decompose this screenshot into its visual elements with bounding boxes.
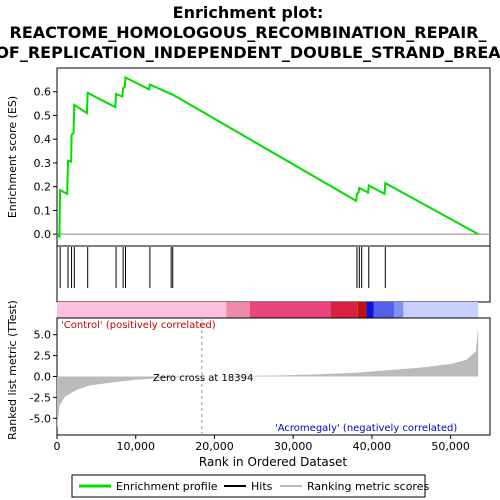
color-bar-segment (373, 302, 394, 318)
metric-y-axis-label: Ranked list metric (TTest) (6, 300, 19, 440)
metric-tick-label: 5.0 (34, 329, 52, 342)
color-bar-segment (57, 302, 227, 318)
color-bar-segment (226, 302, 250, 318)
legend-label-ranking: Ranking metric scores (307, 480, 429, 493)
es-tick-label: 0.3 (34, 157, 52, 170)
metric-tick-label: -2.5 (30, 391, 51, 404)
metric-tick-label: 0.0 (34, 371, 52, 384)
x-tick-label: 30,000 (274, 440, 313, 453)
es-tick-label: 0.4 (34, 133, 52, 146)
enrichment-profile-line (56, 75, 479, 239)
x-tick-label: 20,000 (195, 440, 234, 453)
chart-title-line3: OF_REPLICATION_INDEPENDENT_DOUBLE_STRAND… (0, 43, 500, 62)
x-tick-label: 40,000 (353, 440, 392, 453)
hits-panel-frame (56, 245, 491, 303)
es-tick-label: 0.2 (34, 181, 52, 194)
x-axis-ticks: 0 10,000 20,000 30,000 40,000 50,000 (54, 435, 470, 453)
color-bar-segment (366, 302, 374, 318)
es-axis-ticks: 0.0 0.1 0.2 0.3 0.4 0.5 0.6 (34, 86, 57, 241)
es-tick-label: 0.1 (34, 204, 52, 217)
chart-title-line1: Enrichment plot: (173, 3, 324, 22)
color-bar-segment (403, 302, 479, 318)
ranking-color-bar (57, 302, 479, 318)
x-tick-label: 10,000 (116, 440, 155, 453)
es-tick-label: 0.5 (34, 109, 52, 122)
chart-title-line2: REACTOME_HOMOLOGOUS_RECOMBINATION_REPAIR… (10, 23, 487, 42)
x-axis-label: Rank in Ordered Dataset (199, 455, 347, 469)
metric-tick-label: 2.5 (34, 350, 52, 363)
x-tick-label: 0 (54, 440, 61, 453)
es-tick-label: 0.0 (34, 228, 52, 241)
hits-marks (59, 247, 386, 288)
es-tick-label: 0.6 (34, 86, 52, 99)
legend-box (71, 474, 426, 498)
positive-correlation-label: 'Control' (positively correlated) (61, 320, 216, 331)
ranking-metric-area (57, 326, 479, 430)
x-tick-label: 50,000 (431, 440, 470, 453)
negative-correlation-label: 'Acromegaly' (negatively correlated) (275, 423, 457, 434)
metric-axis-ticks: 5.0 2.5 0.0 -2.5 -5.0 (30, 329, 57, 425)
es-y-axis-label: Enrichment score (ES) (6, 96, 19, 218)
color-bar-segment (357, 302, 367, 318)
legend-label-enrichment: Enrichment profile (116, 480, 218, 493)
metric-tick-label: -5.0 (30, 412, 51, 425)
color-bar-segment (393, 302, 404, 318)
zero-cross-label: Zero cross at 18394 (153, 373, 253, 384)
es-panel-frame (56, 67, 491, 247)
color-bar-segment (249, 302, 331, 318)
legend-label-hits: Hits (251, 480, 273, 493)
color-bar-segment (330, 302, 358, 318)
